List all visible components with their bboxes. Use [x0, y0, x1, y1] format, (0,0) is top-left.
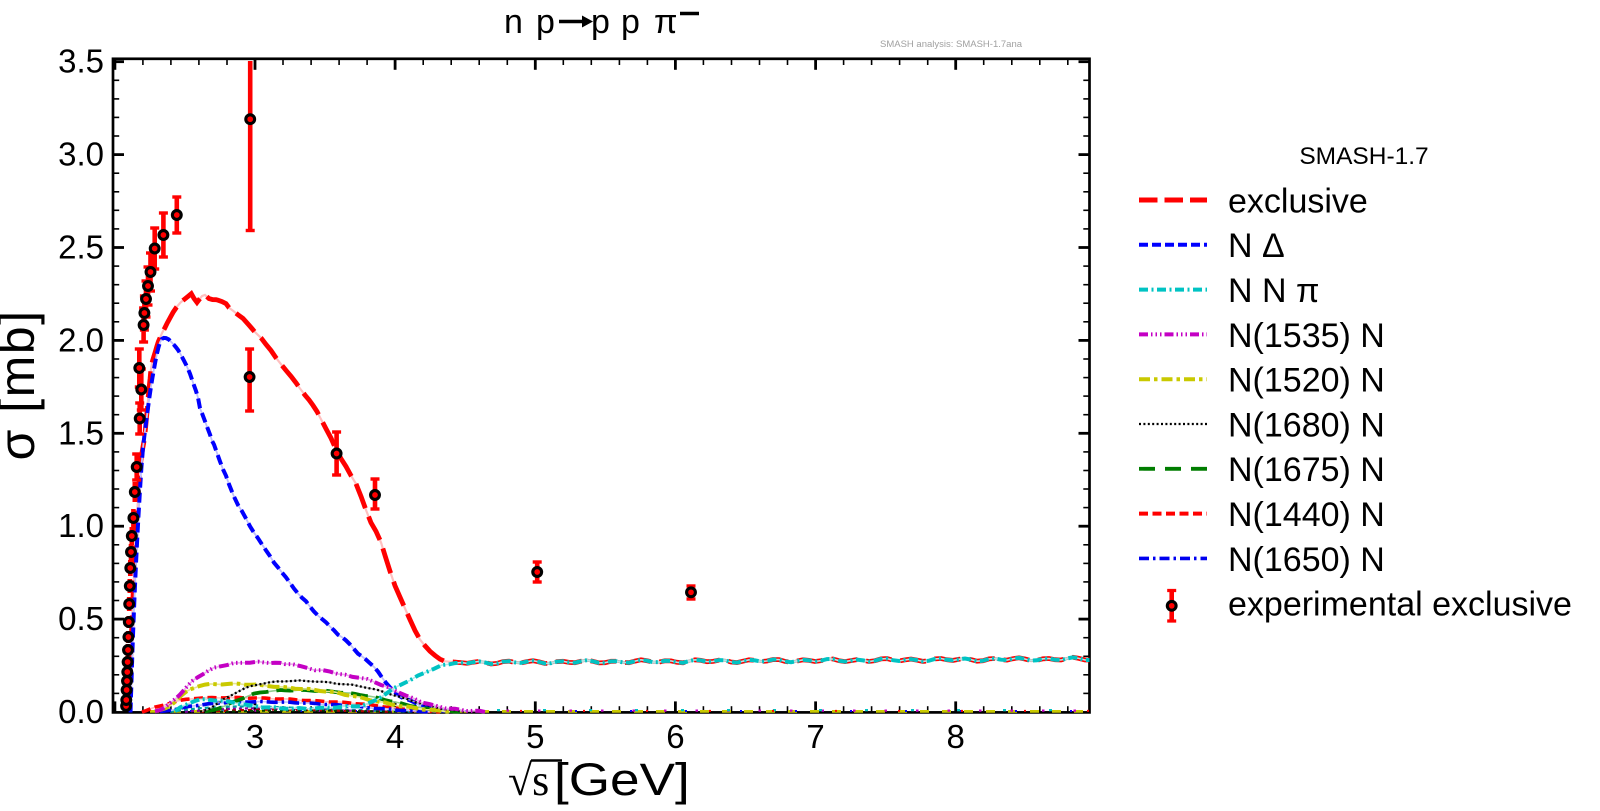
svg-text:p: p	[591, 3, 610, 41]
svg-text:σ [mb]: σ [mb]	[0, 310, 45, 461]
svg-text:5: 5	[526, 718, 544, 755]
svg-text:N N π: N N π	[1228, 272, 1319, 310]
svg-text:6: 6	[666, 718, 684, 755]
svg-text:n: n	[504, 3, 523, 41]
svg-text:N(1650) N: N(1650) N	[1228, 541, 1385, 579]
svg-text:2.5: 2.5	[58, 229, 104, 266]
svg-text:4: 4	[386, 718, 404, 755]
svg-text:2.0: 2.0	[58, 321, 104, 358]
svg-text:experimental exclusive: experimental exclusive	[1228, 586, 1572, 624]
svg-text:SMASH analysis: SMASH-1.7ana: SMASH analysis: SMASH-1.7ana	[880, 39, 1023, 50]
svg-text:1.5: 1.5	[58, 414, 104, 451]
svg-text:1.0: 1.0	[58, 507, 104, 544]
svg-text:N(1535) N: N(1535) N	[1228, 317, 1385, 355]
svg-text:8: 8	[947, 718, 965, 755]
svg-text:[GeV]: [GeV]	[554, 755, 690, 805]
svg-text:π: π	[654, 3, 677, 41]
svg-text:p: p	[621, 3, 640, 41]
svg-text:7: 7	[806, 718, 824, 755]
svg-text:√s: √s	[508, 756, 549, 805]
svg-text:3: 3	[246, 718, 264, 755]
svg-text:exclusive: exclusive	[1228, 182, 1368, 220]
svg-text:N Δ: N Δ	[1228, 227, 1285, 265]
svg-text:SMASH-1.7: SMASH-1.7	[1299, 143, 1428, 170]
svg-text:N(1680) N: N(1680) N	[1228, 406, 1385, 444]
svg-text:3.0: 3.0	[58, 136, 104, 173]
svg-text:p: p	[536, 3, 555, 41]
svg-text:3.5: 3.5	[58, 43, 104, 80]
svg-text:N(1520) N: N(1520) N	[1228, 362, 1385, 400]
svg-text:N(1675) N: N(1675) N	[1228, 451, 1385, 489]
svg-text:0.5: 0.5	[58, 600, 104, 637]
svg-text:0.0: 0.0	[58, 693, 104, 730]
svg-text:N(1440) N: N(1440) N	[1228, 496, 1385, 534]
